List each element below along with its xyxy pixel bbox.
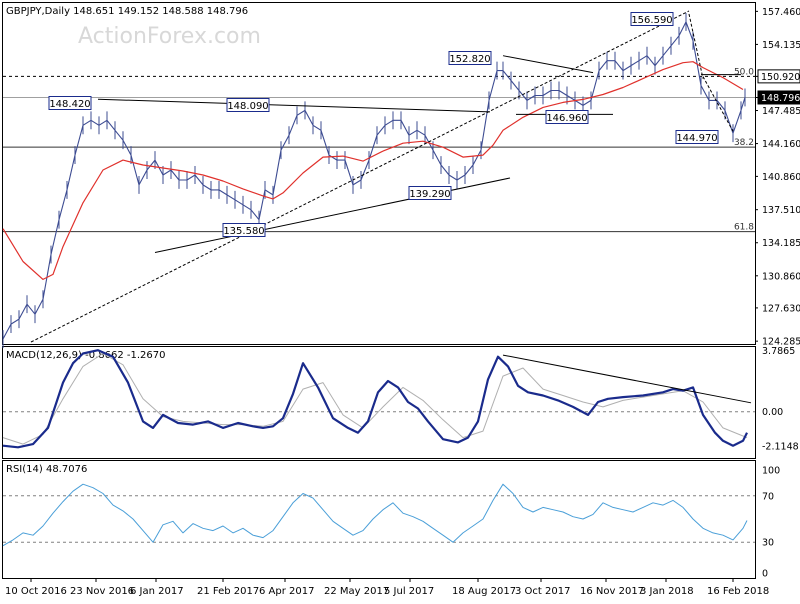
macd-y-tick-0: 3.7865 xyxy=(762,346,795,357)
price-y-tick-10: 127.630 xyxy=(762,303,800,314)
price-annotation-0: 156.590 xyxy=(631,15,672,26)
x-tick-9: 16 Nov 2017 xyxy=(580,586,644,597)
trendline-6 xyxy=(702,76,734,132)
price-annotation-5: 144.970 xyxy=(676,133,717,144)
axis-layer: 157.460 154.135 150.920 148.796 147.485 144.1… xyxy=(5,7,800,597)
price-y-tick-11: 124.285 xyxy=(762,337,800,348)
rsi-y-tick-1: 70 xyxy=(762,491,774,502)
macd-panel-title: MACD(12,26,9) -0.8662 -1.2670 xyxy=(6,350,166,361)
annotation-layer: 50.0 38.2 61.8 156.590 152.820 148.420 148.090… xyxy=(48,12,754,237)
macd-panel-frame xyxy=(2,346,756,459)
fib-label-38.2: 38.2 xyxy=(734,138,754,148)
rsi-panel-frame xyxy=(2,460,756,579)
price-y-tick-6: 140.860 xyxy=(762,172,800,183)
trendline-3 xyxy=(502,55,594,74)
rsi-y-tick-3: 0 xyxy=(762,569,768,580)
price-annotation-box-6 xyxy=(408,186,452,200)
price-y-tick-9: 130.860 xyxy=(762,271,800,282)
x-tick-1: 23 Nov 2016 xyxy=(70,586,134,597)
macd-series xyxy=(2,349,748,449)
price-tag-0: 150.920 xyxy=(761,72,800,83)
price-tag-box-1 xyxy=(757,90,800,105)
rsi-y-tick-2: 30 xyxy=(762,538,774,549)
price-panel-title: GBPJPY,Daily 148.651 149.152 148.588 148… xyxy=(6,6,248,17)
price-y-tick-1: 154.135 xyxy=(762,40,800,51)
x-tick-7: 18 Aug 2017 xyxy=(452,586,516,597)
price-annotation-box-2 xyxy=(48,96,92,110)
price-annotation-3: 148.090 xyxy=(227,101,268,112)
fib-label-50.0: 50.0 xyxy=(734,67,754,77)
price-annotation-box-5 xyxy=(675,130,719,144)
trendline-0 xyxy=(97,98,491,113)
price-y-tick-0: 157.460 xyxy=(762,7,800,18)
macd-y-tick-2: -2.1148 xyxy=(762,441,799,452)
price-tag-box-0 xyxy=(757,69,800,84)
price-y-tick-5: 144.160 xyxy=(762,139,800,150)
x-tick-10: 3 Jan 2018 xyxy=(640,586,694,597)
price-y-tick-7: 137.510 xyxy=(762,205,800,216)
price-annotation-6: 139.290 xyxy=(409,189,450,200)
x-tick-11: 16 Feb 2018 xyxy=(707,586,769,597)
trendline-5 xyxy=(688,13,704,79)
x-tick-3: 21 Feb 2017 xyxy=(197,586,259,597)
x-tick-6: 5 Jul 2017 xyxy=(384,586,434,597)
price-annotation-7: 135.580 xyxy=(223,226,264,237)
price-annotation-4: 146.960 xyxy=(546,113,587,124)
rsi-series xyxy=(2,483,748,547)
price-panel-frame xyxy=(2,2,756,345)
watermark: ActionForex.com xyxy=(78,24,261,49)
x-tick-5: 22 May 2017 xyxy=(324,586,389,597)
trendline-2 xyxy=(30,10,690,343)
x-tick-2: 6 Jan 2017 xyxy=(130,586,184,597)
x-tick-0: 10 Oct 2016 xyxy=(5,586,67,597)
x-tick-4: 6 Apr 2017 xyxy=(259,586,314,597)
price-annotation-box-7 xyxy=(222,223,266,237)
rsi-panel-title: RSI(14) 48.7076 xyxy=(6,464,87,475)
rsi-y-tick-0: 100 xyxy=(762,466,780,477)
macd-y-tick-1: 0.00 xyxy=(762,407,783,418)
series-layer xyxy=(2,12,748,547)
fib-label-61.8: 61.8 xyxy=(734,223,754,233)
macd-signal-series xyxy=(2,353,748,445)
price-annotation-box-1 xyxy=(448,51,492,65)
price-annotation-box-3 xyxy=(226,98,270,112)
grid-layer xyxy=(3,75,755,543)
price-annotation-box-0 xyxy=(630,12,674,26)
moving-average-series xyxy=(2,61,744,280)
macd-trendline-0 xyxy=(502,354,752,404)
price-y-tick-4: 147.485 xyxy=(762,106,800,117)
price-y-tick-8: 134.185 xyxy=(762,238,800,249)
price-annotation-1: 152.820 xyxy=(449,54,490,65)
price-annotation-2: 148.420 xyxy=(49,99,90,110)
price-annotation-box-4 xyxy=(545,110,589,124)
price-tag-1: 148.796 xyxy=(761,93,800,104)
x-tick-8: 3 Oct 2017 xyxy=(515,586,570,597)
